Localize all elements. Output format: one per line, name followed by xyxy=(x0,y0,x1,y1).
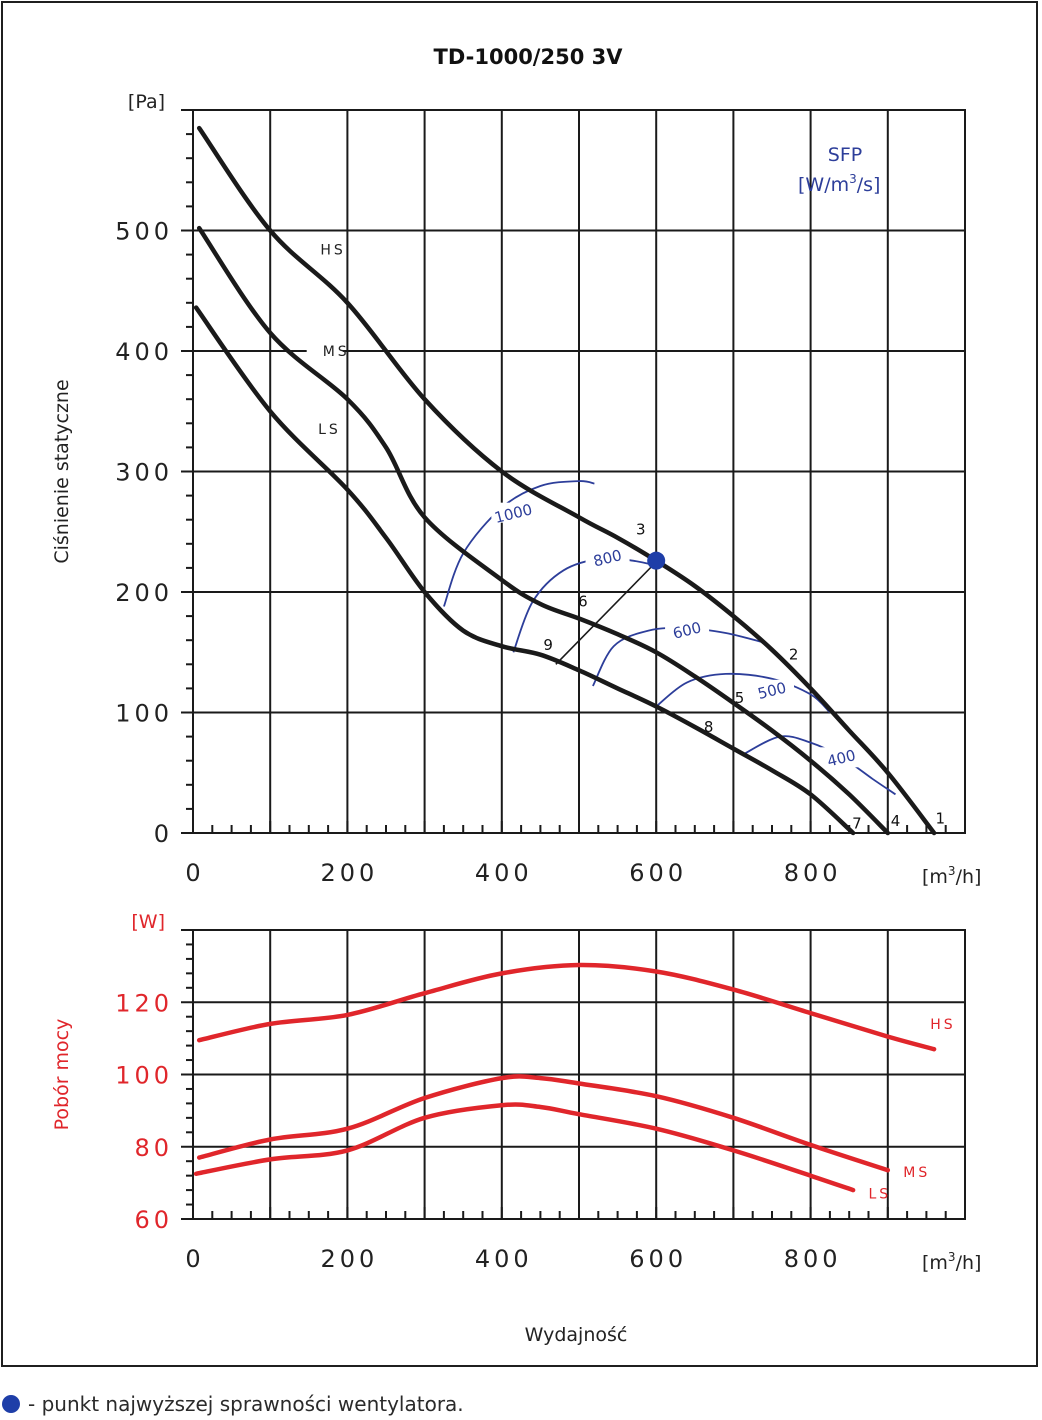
sfp-curve-500 xyxy=(655,672,831,714)
series-label-hs: HS xyxy=(320,243,345,259)
x-tick-label: 400 xyxy=(475,1245,533,1273)
sfp-label-bg xyxy=(491,502,536,523)
y-tick-label: 120 xyxy=(115,989,173,1017)
x-tick-label: 800 xyxy=(784,859,842,887)
chart-title: TD-1000/250 3V xyxy=(434,45,624,69)
operating-point-2: 2 xyxy=(789,646,799,664)
power-series-label-ms: MS xyxy=(903,1165,930,1181)
y-unit-label: [W] xyxy=(131,911,165,933)
x-unit-label: [m3/h] xyxy=(922,864,981,888)
series-label-bg xyxy=(306,338,343,359)
sfp-label-bg xyxy=(665,619,710,640)
series-label-bg xyxy=(304,237,341,258)
y-tick-label: 400 xyxy=(115,338,173,366)
x-unit-label: [m3/h] xyxy=(922,1250,981,1274)
operating-point-9: 9 xyxy=(543,636,553,654)
y-tick-label: 300 xyxy=(115,459,173,487)
y-tick-label: 500 xyxy=(115,218,173,246)
sfp-unit-label: [W/m3/s] xyxy=(798,172,880,196)
y-tick-label: 0 xyxy=(154,820,173,848)
x-tick-label: 200 xyxy=(320,859,378,887)
power-series-label-ls: LS xyxy=(869,1187,892,1203)
efficiency-line xyxy=(555,561,657,665)
x-tick-label: 200 xyxy=(320,1245,378,1273)
curve-hs xyxy=(196,125,937,836)
sfp-label: SFP xyxy=(828,144,862,166)
operating-point-4: 4 xyxy=(891,812,901,830)
y-axis-title: Pobór mocy xyxy=(51,1019,73,1131)
operating-point-7: 7 xyxy=(852,814,862,832)
y-tick-label: 100 xyxy=(115,700,173,728)
best-efficiency-point xyxy=(647,551,666,570)
footnote: - punkt najwyższej sprawności wentylator… xyxy=(2,1392,464,1416)
power-curve-ls xyxy=(193,1102,856,1193)
sfp-label-bg xyxy=(585,547,630,568)
operating-point-6: 6 xyxy=(578,593,588,611)
operating-point-1: 1 xyxy=(936,810,946,828)
operating-point-5: 5 xyxy=(735,689,745,707)
y-unit-label: [Pa] xyxy=(128,91,165,113)
operating-point-8: 8 xyxy=(704,718,714,736)
y-tick-label: 100 xyxy=(115,1062,173,1090)
operating-point-3: 3 xyxy=(636,520,646,538)
x-tick-label: 800 xyxy=(784,1245,842,1273)
best-efficiency-point-legend-icon xyxy=(2,1395,20,1413)
x-tick-label: 600 xyxy=(629,1245,687,1273)
x-tick-label: 0 xyxy=(185,859,204,887)
x-tick-label: 0 xyxy=(185,1245,204,1273)
series-label-bg xyxy=(302,417,339,438)
x-tick-label: 600 xyxy=(629,859,687,887)
y-tick-label: 60 xyxy=(134,1206,173,1234)
x-tick-label: 400 xyxy=(475,859,533,887)
y-tick-label: 80 xyxy=(134,1134,173,1162)
curve-ls xyxy=(193,305,856,836)
footnote-text: - punkt najwyższej sprawności wentylator… xyxy=(28,1392,464,1416)
power-series-label-hs: HS xyxy=(930,1017,955,1033)
y-tick-label: 200 xyxy=(115,579,173,607)
y-axis-title: Ciśnienie statyczne xyxy=(51,379,73,563)
sfp-curve-1000 xyxy=(443,480,595,607)
series-label-ms: MS xyxy=(323,344,350,360)
power-curve-ms xyxy=(196,1074,891,1173)
sfp-label-bg xyxy=(750,679,794,700)
series-label-ls: LS xyxy=(318,422,341,438)
chart-frame xyxy=(1,1,1038,1367)
sfp-label-bg xyxy=(819,747,864,768)
curve-ms xyxy=(196,225,891,836)
x-axis-title: Wydajność xyxy=(525,1324,628,1346)
power-curve-hs xyxy=(196,962,937,1052)
sfp-curve-800 xyxy=(512,556,657,653)
